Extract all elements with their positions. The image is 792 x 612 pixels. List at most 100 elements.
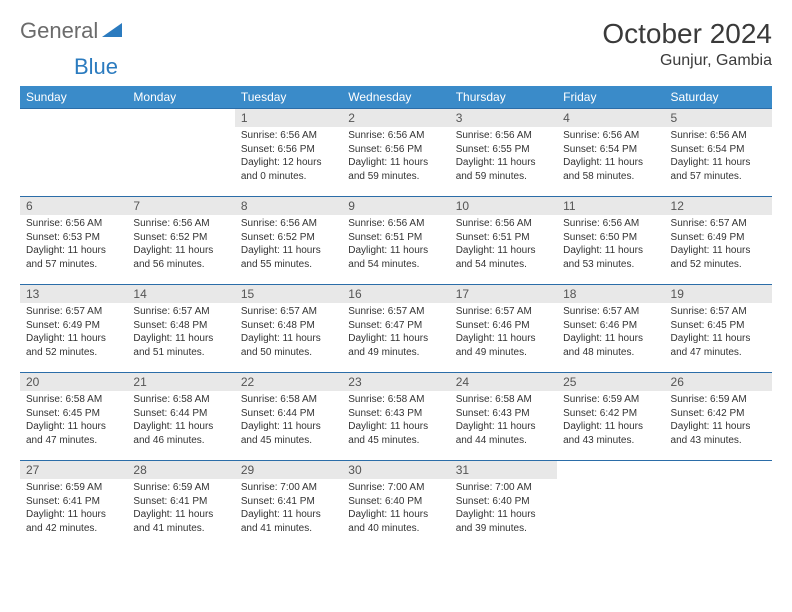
day-header: Saturday	[665, 86, 772, 109]
day-content: Sunrise: 6:56 AMSunset: 6:56 PMDaylight:…	[342, 127, 449, 187]
day-number: 22	[235, 373, 342, 391]
day-header: Wednesday	[342, 86, 449, 109]
calendar-week-row: 13Sunrise: 6:57 AMSunset: 6:49 PMDayligh…	[20, 285, 772, 373]
calendar-cell: 31Sunrise: 7:00 AMSunset: 6:40 PMDayligh…	[450, 461, 557, 549]
day-content: Sunrise: 6:58 AMSunset: 6:43 PMDaylight:…	[342, 391, 449, 451]
day-number: 6	[20, 197, 127, 215]
calendar-cell: 1Sunrise: 6:56 AMSunset: 6:56 PMDaylight…	[235, 109, 342, 197]
day-content: Sunrise: 6:56 AMSunset: 6:51 PMDaylight:…	[342, 215, 449, 275]
day-number: 13	[20, 285, 127, 303]
day-header: Tuesday	[235, 86, 342, 109]
day-number: 14	[127, 285, 234, 303]
day-number: 21	[127, 373, 234, 391]
calendar-cell: 3Sunrise: 6:56 AMSunset: 6:55 PMDaylight…	[450, 109, 557, 197]
day-header: Friday	[557, 86, 664, 109]
day-number: 9	[342, 197, 449, 215]
calendar-cell	[557, 461, 664, 549]
day-content: Sunrise: 6:58 AMSunset: 6:45 PMDaylight:…	[20, 391, 127, 451]
day-number: 25	[557, 373, 664, 391]
calendar-cell: 10Sunrise: 6:56 AMSunset: 6:51 PMDayligh…	[450, 197, 557, 285]
calendar-cell: 18Sunrise: 6:57 AMSunset: 6:46 PMDayligh…	[557, 285, 664, 373]
day-content: Sunrise: 6:56 AMSunset: 6:52 PMDaylight:…	[235, 215, 342, 275]
calendar-week-row: 27Sunrise: 6:59 AMSunset: 6:41 PMDayligh…	[20, 461, 772, 549]
day-content: Sunrise: 7:00 AMSunset: 6:40 PMDaylight:…	[342, 479, 449, 539]
calendar-cell: 5Sunrise: 6:56 AMSunset: 6:54 PMDaylight…	[665, 109, 772, 197]
day-number: 8	[235, 197, 342, 215]
day-number: 29	[235, 461, 342, 479]
day-header: Monday	[127, 86, 234, 109]
calendar-cell: 25Sunrise: 6:59 AMSunset: 6:42 PMDayligh…	[557, 373, 664, 461]
day-number: 23	[342, 373, 449, 391]
day-content: Sunrise: 6:58 AMSunset: 6:44 PMDaylight:…	[235, 391, 342, 451]
day-content: Sunrise: 6:59 AMSunset: 6:41 PMDaylight:…	[20, 479, 127, 539]
day-number: 27	[20, 461, 127, 479]
day-number: 28	[127, 461, 234, 479]
calendar-cell: 15Sunrise: 6:57 AMSunset: 6:48 PMDayligh…	[235, 285, 342, 373]
calendar-cell	[20, 109, 127, 197]
day-number: 12	[665, 197, 772, 215]
day-number: 30	[342, 461, 449, 479]
calendar-cell: 23Sunrise: 6:58 AMSunset: 6:43 PMDayligh…	[342, 373, 449, 461]
calendar-cell: 8Sunrise: 6:56 AMSunset: 6:52 PMDaylight…	[235, 197, 342, 285]
day-number: 4	[557, 109, 664, 127]
day-number: 19	[665, 285, 772, 303]
day-header: Sunday	[20, 86, 127, 109]
day-number: 31	[450, 461, 557, 479]
calendar-cell: 24Sunrise: 6:58 AMSunset: 6:43 PMDayligh…	[450, 373, 557, 461]
day-header: Thursday	[450, 86, 557, 109]
calendar-cell: 14Sunrise: 6:57 AMSunset: 6:48 PMDayligh…	[127, 285, 234, 373]
month-title: October 2024	[602, 18, 772, 50]
calendar-cell: 6Sunrise: 6:56 AMSunset: 6:53 PMDaylight…	[20, 197, 127, 285]
calendar-cell: 17Sunrise: 6:57 AMSunset: 6:46 PMDayligh…	[450, 285, 557, 373]
calendar-cell: 12Sunrise: 6:57 AMSunset: 6:49 PMDayligh…	[665, 197, 772, 285]
day-number: 3	[450, 109, 557, 127]
day-number: 2	[342, 109, 449, 127]
calendar-cell: 28Sunrise: 6:59 AMSunset: 6:41 PMDayligh…	[127, 461, 234, 549]
day-content: Sunrise: 6:57 AMSunset: 6:46 PMDaylight:…	[450, 303, 557, 363]
calendar-cell: 13Sunrise: 6:57 AMSunset: 6:49 PMDayligh…	[20, 285, 127, 373]
day-content: Sunrise: 6:57 AMSunset: 6:49 PMDaylight:…	[20, 303, 127, 363]
day-content: Sunrise: 6:59 AMSunset: 6:41 PMDaylight:…	[127, 479, 234, 539]
day-number: 15	[235, 285, 342, 303]
day-content: Sunrise: 6:56 AMSunset: 6:54 PMDaylight:…	[665, 127, 772, 187]
day-content: Sunrise: 6:57 AMSunset: 6:49 PMDaylight:…	[665, 215, 772, 275]
day-content: Sunrise: 6:56 AMSunset: 6:54 PMDaylight:…	[557, 127, 664, 187]
calendar-cell: 7Sunrise: 6:56 AMSunset: 6:52 PMDaylight…	[127, 197, 234, 285]
calendar-cell: 30Sunrise: 7:00 AMSunset: 6:40 PMDayligh…	[342, 461, 449, 549]
day-number: 24	[450, 373, 557, 391]
logo-triangle-icon	[102, 21, 122, 42]
day-content: Sunrise: 7:00 AMSunset: 6:40 PMDaylight:…	[450, 479, 557, 539]
day-content: Sunrise: 6:56 AMSunset: 6:53 PMDaylight:…	[20, 215, 127, 275]
calendar-cell: 16Sunrise: 6:57 AMSunset: 6:47 PMDayligh…	[342, 285, 449, 373]
day-number: 7	[127, 197, 234, 215]
day-content: Sunrise: 6:56 AMSunset: 6:51 PMDaylight:…	[450, 215, 557, 275]
day-content: Sunrise: 6:56 AMSunset: 6:55 PMDaylight:…	[450, 127, 557, 187]
calendar-cell: 22Sunrise: 6:58 AMSunset: 6:44 PMDayligh…	[235, 373, 342, 461]
day-number: 16	[342, 285, 449, 303]
calendar-cell: 27Sunrise: 6:59 AMSunset: 6:41 PMDayligh…	[20, 461, 127, 549]
calendar-week-row: 20Sunrise: 6:58 AMSunset: 6:45 PMDayligh…	[20, 373, 772, 461]
day-content: Sunrise: 6:59 AMSunset: 6:42 PMDaylight:…	[665, 391, 772, 451]
day-content: Sunrise: 6:57 AMSunset: 6:46 PMDaylight:…	[557, 303, 664, 363]
day-number: 26	[665, 373, 772, 391]
calendar-week-row: 6Sunrise: 6:56 AMSunset: 6:53 PMDaylight…	[20, 197, 772, 285]
day-number: 1	[235, 109, 342, 127]
calendar-week-row: 1Sunrise: 6:56 AMSunset: 6:56 PMDaylight…	[20, 109, 772, 197]
day-number: 18	[557, 285, 664, 303]
day-content: Sunrise: 6:59 AMSunset: 6:42 PMDaylight:…	[557, 391, 664, 451]
calendar-body: 1Sunrise: 6:56 AMSunset: 6:56 PMDaylight…	[20, 109, 772, 549]
calendar-cell: 2Sunrise: 6:56 AMSunset: 6:56 PMDaylight…	[342, 109, 449, 197]
calendar-cell: 26Sunrise: 6:59 AMSunset: 6:42 PMDayligh…	[665, 373, 772, 461]
logo-blue-wrap: Blue	[20, 54, 772, 80]
day-number: 5	[665, 109, 772, 127]
day-content: Sunrise: 6:56 AMSunset: 6:52 PMDaylight:…	[127, 215, 234, 275]
day-content: Sunrise: 6:58 AMSunset: 6:44 PMDaylight:…	[127, 391, 234, 451]
calendar-table: SundayMondayTuesdayWednesdayThursdayFrid…	[20, 86, 772, 549]
day-content: Sunrise: 6:56 AMSunset: 6:56 PMDaylight:…	[235, 127, 342, 187]
calendar-cell: 9Sunrise: 6:56 AMSunset: 6:51 PMDaylight…	[342, 197, 449, 285]
calendar-cell	[127, 109, 234, 197]
calendar-cell: 29Sunrise: 7:00 AMSunset: 6:41 PMDayligh…	[235, 461, 342, 549]
day-content: Sunrise: 6:57 AMSunset: 6:48 PMDaylight:…	[127, 303, 234, 363]
day-content: Sunrise: 6:57 AMSunset: 6:47 PMDaylight:…	[342, 303, 449, 363]
calendar-header-row: SundayMondayTuesdayWednesdayThursdayFrid…	[20, 86, 772, 109]
